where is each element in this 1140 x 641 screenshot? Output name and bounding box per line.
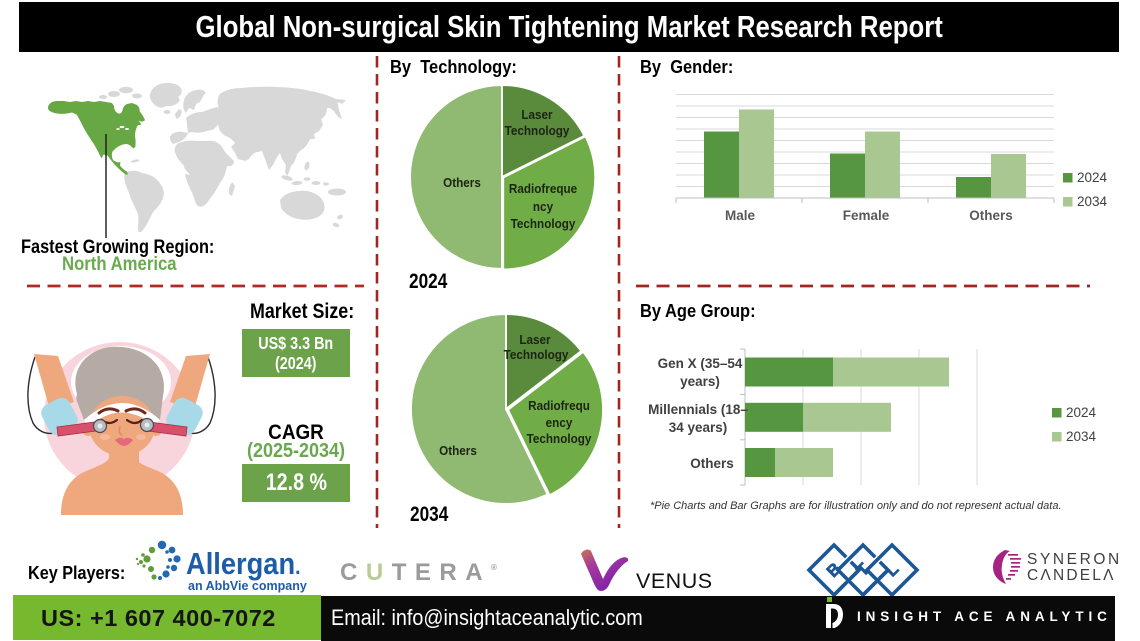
svg-text:ency: ency [546,415,573,430]
svg-text:Radiofrequ: Radiofrequ [528,398,590,413]
svg-text:2034: 2034 [1077,194,1108,209]
svg-text:Technology: Technology [511,216,576,231]
svg-text:Others: Others [443,175,481,190]
svg-text:Technology: Technology [527,431,592,446]
svg-text:years): years) [680,374,720,389]
svg-text:2024: 2024 [409,271,448,294]
svg-text:2024: 2024 [1066,405,1097,420]
svg-text:ncy: ncy [533,199,553,214]
svg-text:Male: Male [725,208,756,223]
svg-text:2024: 2024 [1077,170,1108,185]
svg-text:Millennials (18–: Millennials (18– [648,402,748,417]
svg-text:Others: Others [439,443,477,458]
svg-text:Others: Others [690,456,734,471]
svg-text:2034: 2034 [410,504,449,527]
svg-text:Female: Female [843,208,890,223]
svg-text:Laser: Laser [521,107,552,122]
svg-text:Technology: Technology [505,123,570,138]
svg-text:Gen X (35–54: Gen X (35–54 [658,356,743,371]
svg-text:Others: Others [969,208,1013,223]
svg-text:Technology: Technology [504,347,569,362]
svg-text:2034: 2034 [1066,429,1097,444]
svg-text:Radiofreque: Radiofreque [509,181,577,196]
svg-text:34 years): 34 years) [669,420,728,435]
svg-text:Laser: Laser [519,332,550,347]
